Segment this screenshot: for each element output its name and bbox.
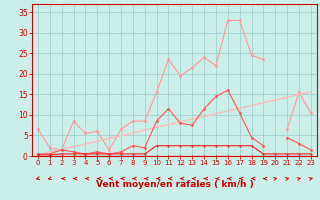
X-axis label: Vent moyen/en rafales ( km/h ): Vent moyen/en rafales ( km/h ): [96, 180, 253, 189]
